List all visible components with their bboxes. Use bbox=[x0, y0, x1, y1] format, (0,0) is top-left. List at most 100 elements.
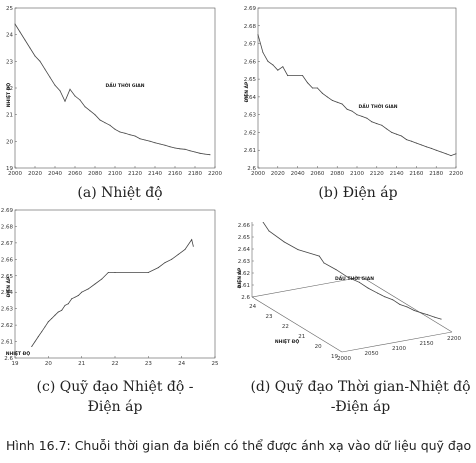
data-point bbox=[35, 341, 36, 342]
data-point bbox=[135, 136, 136, 137]
data-point bbox=[65, 101, 66, 102]
chart-d: 2000 2050 2100 2150 2200 19 20 21 22 23 24 2.6 2.61 2… bbox=[230, 222, 476, 372]
data-point bbox=[352, 111, 353, 112]
data-point bbox=[319, 256, 320, 257]
data-point bbox=[302, 75, 303, 76]
data-point bbox=[441, 152, 442, 153]
data-point bbox=[193, 246, 194, 247]
data-point bbox=[322, 93, 323, 94]
data-point bbox=[359, 282, 360, 283]
caption-b: (b) Điện áp bbox=[268, 183, 448, 203]
y-tick-label: 2.63 bbox=[1, 307, 14, 313]
data-point bbox=[178, 254, 179, 255]
x-tick-label: 2060 bbox=[68, 171, 82, 177]
caption-d: (d) Quỹ đạo Thời gian-Nhiệt độ -Điện áp bbox=[245, 377, 476, 417]
data-point bbox=[376, 123, 377, 124]
series-line bbox=[254, 222, 442, 319]
y-tick-label: 2.66 bbox=[1, 257, 14, 263]
y-tick-label: 19 bbox=[6, 166, 13, 172]
data-point bbox=[277, 70, 278, 71]
panel-c: 19 20 21 22 23 24 25 2.6 2.61 2.62 2.63 2.64 2.65 2.6… bbox=[0, 205, 230, 375]
x-tick-label: 2080 bbox=[330, 171, 344, 177]
data-point bbox=[165, 262, 166, 263]
y-tick-label: 24 bbox=[6, 33, 13, 39]
temp-tick-label: 24 bbox=[249, 304, 256, 310]
data-point bbox=[51, 318, 52, 319]
data-point bbox=[75, 96, 76, 97]
temp-tick-label: 19 bbox=[331, 354, 338, 360]
y-tick-label: 2.62 bbox=[244, 130, 256, 136]
data-point bbox=[456, 153, 457, 154]
z-tick-label: 2.66 bbox=[238, 223, 251, 229]
data-point bbox=[50, 77, 51, 78]
data-point bbox=[210, 154, 211, 155]
data-point bbox=[200, 153, 201, 154]
data-point bbox=[15, 24, 16, 25]
data-point bbox=[48, 321, 49, 322]
caption-d-line1: (d) Quỹ đạo Thời gian-Nhiệt độ bbox=[245, 377, 476, 397]
data-point bbox=[368, 288, 369, 289]
data-point bbox=[431, 148, 432, 149]
data-point bbox=[336, 269, 337, 270]
y-tick-label: 2.61 bbox=[1, 340, 13, 346]
data-point bbox=[45, 69, 46, 70]
data-point bbox=[41, 331, 42, 332]
x-tick-label: 2180 bbox=[188, 171, 202, 177]
data-point bbox=[421, 312, 422, 313]
data-point bbox=[384, 296, 385, 297]
data-point bbox=[436, 150, 437, 151]
data-point bbox=[262, 52, 263, 53]
data-point bbox=[371, 121, 372, 122]
data-point bbox=[95, 114, 96, 115]
data-point bbox=[65, 305, 66, 306]
data-point bbox=[55, 315, 56, 316]
data-point bbox=[80, 100, 81, 101]
data-point bbox=[272, 64, 273, 65]
figure-caption: Hình 16.7: Chuỗi thời gian đa biến có th… bbox=[6, 438, 471, 453]
caption-a: (a) Nhiệt độ bbox=[30, 183, 210, 203]
y-tick-label: 23 bbox=[6, 59, 13, 65]
data-point bbox=[115, 129, 116, 130]
x-axis-label: DẤU THỜI GIAN bbox=[335, 274, 374, 282]
y-tick-label: 2.68 bbox=[244, 24, 257, 30]
data-point bbox=[357, 114, 358, 115]
data-point bbox=[347, 109, 348, 110]
x-tick-label: 2100 bbox=[350, 171, 364, 177]
x-tick-label: 2150 bbox=[420, 341, 434, 347]
data-point bbox=[451, 155, 452, 156]
x-tick-label: 20 bbox=[45, 361, 52, 367]
panel-d: 2000 2050 2100 2150 2200 19 20 21 22 23 24 2.6 2.61 2… bbox=[230, 222, 476, 372]
data-point bbox=[386, 128, 387, 129]
x-tick-label: 2180 bbox=[429, 171, 443, 177]
data-point bbox=[61, 310, 62, 311]
chart-a: 2000 2020 2040 2060 2080 2100 2120 2140 2160 2180… bbox=[0, 0, 230, 180]
data-point bbox=[391, 132, 392, 133]
y-tick-label: 2.6 bbox=[247, 166, 256, 172]
chart-c: 19 20 21 22 23 24 252.62.612.622.632.642.652.6… bbox=[0, 205, 230, 375]
temp-tick-label: 20 bbox=[315, 344, 322, 350]
data-point bbox=[35, 56, 36, 57]
x-tick-label: 2120 bbox=[370, 171, 384, 177]
data-point bbox=[267, 61, 268, 62]
data-point bbox=[317, 88, 318, 89]
x-tick-label: 2080 bbox=[88, 171, 102, 177]
data-point bbox=[38, 336, 39, 337]
data-point bbox=[446, 153, 447, 154]
data-point bbox=[100, 120, 101, 121]
plot-frame bbox=[258, 8, 456, 168]
caption-c: (c) Quỹ đạo Nhiệt độ - Điện áp bbox=[5, 377, 225, 417]
y-tick-label: 2.68 bbox=[1, 224, 14, 230]
data-point bbox=[312, 88, 313, 89]
x-tick-label: 2200 bbox=[447, 336, 461, 342]
y-tick-label: 2.69 bbox=[244, 6, 257, 12]
data-point bbox=[426, 146, 427, 147]
data-point bbox=[120, 132, 121, 133]
y-tick-label: 2.62 bbox=[1, 323, 13, 329]
data-point bbox=[90, 110, 91, 111]
data-point bbox=[324, 263, 325, 264]
x-tick-label: 23 bbox=[145, 361, 152, 367]
data-point bbox=[307, 82, 308, 83]
data-point bbox=[60, 90, 61, 91]
data-point bbox=[421, 144, 422, 145]
data-point bbox=[95, 284, 96, 285]
